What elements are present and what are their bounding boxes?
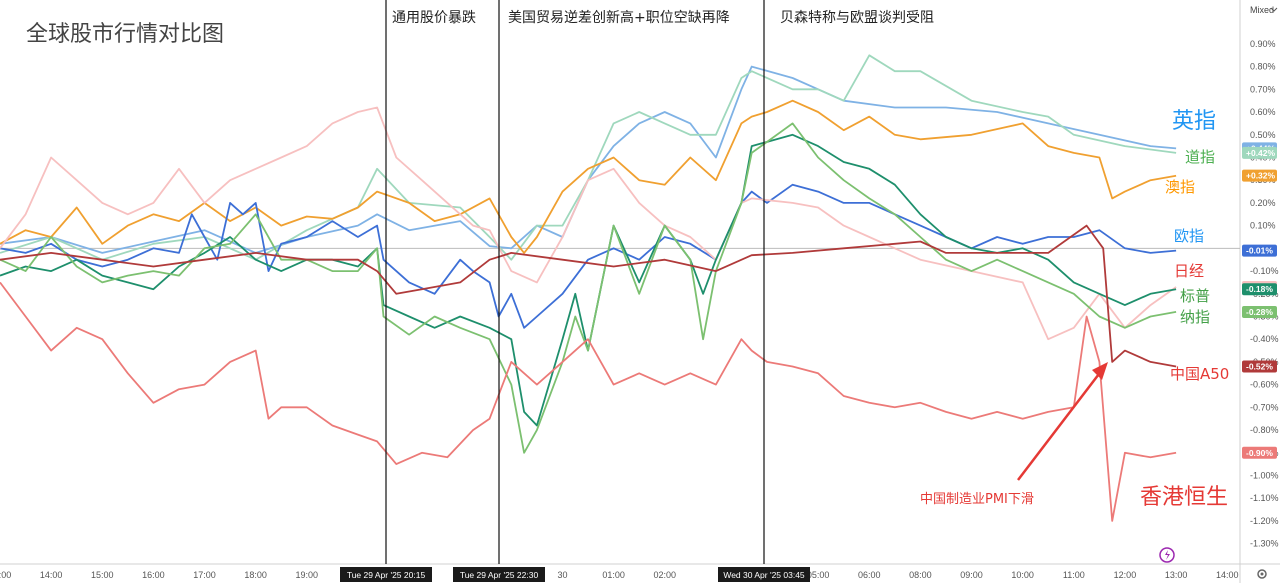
badge-bg: [1242, 283, 1277, 296]
y-tick-label: -0.60%: [1250, 380, 1279, 390]
badge-label: -0.01%: [1246, 246, 1273, 256]
series-last-value-badge: -0.28%: [1242, 305, 1277, 318]
x-tick-label: 30: [557, 570, 567, 580]
x-highlight-label: Tue 29 Apr '25 22:30: [460, 570, 539, 580]
series-name-label: 欧指: [1174, 227, 1204, 245]
series-last-value-badge: -0.52%: [1242, 360, 1277, 373]
y-tick-label: 0.10%: [1250, 221, 1276, 231]
badge-bg: [1242, 146, 1277, 159]
x-tick-label: 14:00: [1216, 570, 1239, 580]
badge-bg: [1242, 360, 1277, 373]
x-highlight-tag: Tue 29 Apr '25 22:30: [453, 567, 545, 582]
event-label: 美国贸易逆差创新高+职位空缺再降: [508, 9, 730, 26]
y-tick-label: 0.50%: [1250, 130, 1276, 140]
x-tick-label: 13:00: [0, 570, 11, 580]
series-name-label: 香港恒生: [1140, 485, 1228, 510]
annotation-arrow: [1017, 369, 1103, 481]
annotation-arrowhead: [1092, 362, 1108, 380]
series-line-8: [0, 281, 1177, 522]
x-tick-label: 08:00: [909, 570, 932, 580]
y-tick-label: 0.70%: [1250, 84, 1276, 94]
x-highlight-label: Wed 30 Apr '25 03:45: [723, 570, 805, 580]
x-tick-label: 19:00: [296, 570, 319, 580]
series-line-7: [0, 224, 1177, 368]
x-highlight-bg: [453, 567, 545, 582]
x-tick-label: 11:00: [1063, 570, 1085, 580]
x-tick-label: 12:00: [1114, 570, 1137, 580]
x-tick-label: 05:00: [807, 570, 830, 580]
scale-mode-label[interactable]: Mixed: [1250, 5, 1274, 15]
x-tick-label: 06:00: [858, 570, 881, 580]
event-label: 通用股价暴跌: [392, 10, 476, 26]
badge-bg: [1242, 305, 1277, 318]
lightning-icon[interactable]: [1159, 547, 1175, 563]
x-highlight-tag: Tue 29 Apr '25 20:15: [340, 567, 432, 582]
y-tick-label: -1.00%: [1250, 470, 1279, 480]
scale-mode-dropdown[interactable]: Mixed: [1250, 5, 1278, 15]
series-line-2: [0, 99, 1177, 254]
badge-bg: [1242, 244, 1277, 257]
badge-label: +0.42%: [1246, 148, 1276, 158]
series-line-3: [0, 183, 1177, 329]
annotation-label: 中国制造业PMI下滑: [920, 492, 1034, 507]
y-tick-label: -0.10%: [1250, 266, 1279, 276]
x-axis: 13:00 14:00 15:00 16:00 17:00 18:00 19:00 30 01:…: [0, 567, 1238, 582]
series-line-6: [0, 122, 1177, 454]
y-tick-label: 0.60%: [1250, 107, 1276, 117]
x-tick-label: 01:00: [602, 570, 625, 580]
y-tick-label: 0.80%: [1250, 62, 1276, 72]
y-tick-label: -1.20%: [1250, 516, 1279, 526]
series-last-value-badge: +0.42%: [1242, 146, 1277, 159]
y-tick-label: -1.10%: [1250, 493, 1279, 503]
x-tick-label: 02:00: [653, 570, 676, 580]
series-name-label: 日经: [1174, 262, 1204, 280]
series-last-value-badge: +0.32%: [1242, 169, 1277, 182]
series-line-0: [0, 65, 1177, 254]
series-name-label: 英指: [1172, 109, 1216, 134]
x-tick-label: 15:00: [91, 570, 114, 580]
chevron-down-icon[interactable]: [1270, 7, 1278, 12]
badge-bg: [1242, 446, 1277, 459]
x-highlight-tag: Wed 30 Apr '25 03:45: [718, 567, 810, 582]
series-name-label: 纳指: [1180, 308, 1210, 326]
gear-icon[interactable]: [1257, 569, 1267, 579]
series-name-label: 中国A50: [1170, 365, 1229, 383]
series-name-label: 道指: [1185, 148, 1215, 166]
x-highlight-label: Tue 29 Apr '25 20:15: [347, 570, 426, 580]
x-highlight-bg: [718, 567, 810, 582]
y-tick-label: -1.30%: [1250, 539, 1279, 549]
y-tick-label: -0.40%: [1250, 334, 1279, 344]
x-tick-label: 13:00: [1165, 570, 1188, 580]
badge-label: -0.18%: [1246, 284, 1273, 294]
event-label: 贝森特称与欧盟谈判受阻: [780, 10, 934, 26]
series-last-value-badge: -0.18%: [1242, 283, 1277, 296]
x-tick-label: 10:00: [1011, 570, 1034, 580]
y-tick-label: -0.80%: [1250, 425, 1279, 435]
chart-title: 全球股市行情对比图: [26, 22, 224, 47]
y-tick-label: -0.70%: [1250, 402, 1279, 412]
x-tick-label: 17:00: [193, 570, 216, 580]
x-tick-label: 14:00: [40, 570, 63, 580]
series-line-1: [0, 54, 1177, 261]
badge-label: -0.52%: [1246, 361, 1273, 371]
badge-bg: [1242, 169, 1277, 182]
x-tick-label: 09:00: [960, 570, 983, 580]
series-name-label: 标普: [1180, 287, 1210, 305]
series-last-value-badge: -0.90%: [1242, 446, 1277, 459]
x-highlight-bg: [340, 567, 432, 582]
series-name-label: 澳指: [1165, 178, 1195, 196]
y-tick-label: 0.20%: [1250, 198, 1276, 208]
y-axis: 0.90%0.80%0.70%0.60%0.50%0.40%0.30%0.20%…: [1242, 39, 1279, 549]
badge-label: -0.90%: [1246, 448, 1273, 458]
x-tick-label: 18:00: [244, 570, 267, 580]
series-last-value-badge: -0.01%: [1242, 244, 1277, 257]
y-tick-label: 0.90%: [1250, 39, 1276, 49]
badge-label: -0.28%: [1246, 307, 1273, 317]
badge-label: +0.32%: [1246, 171, 1276, 181]
x-tick-label: 16:00: [142, 570, 165, 580]
series-line-4: [0, 106, 1177, 341]
